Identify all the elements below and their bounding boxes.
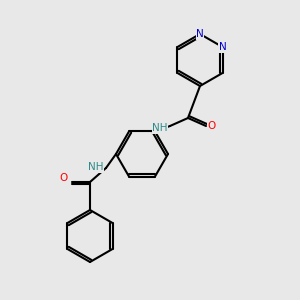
Text: N: N xyxy=(196,29,204,39)
Text: NH: NH xyxy=(152,123,168,133)
Text: O: O xyxy=(208,121,216,131)
Text: NH: NH xyxy=(88,162,104,172)
Text: N: N xyxy=(219,42,226,52)
Text: O: O xyxy=(60,173,68,183)
